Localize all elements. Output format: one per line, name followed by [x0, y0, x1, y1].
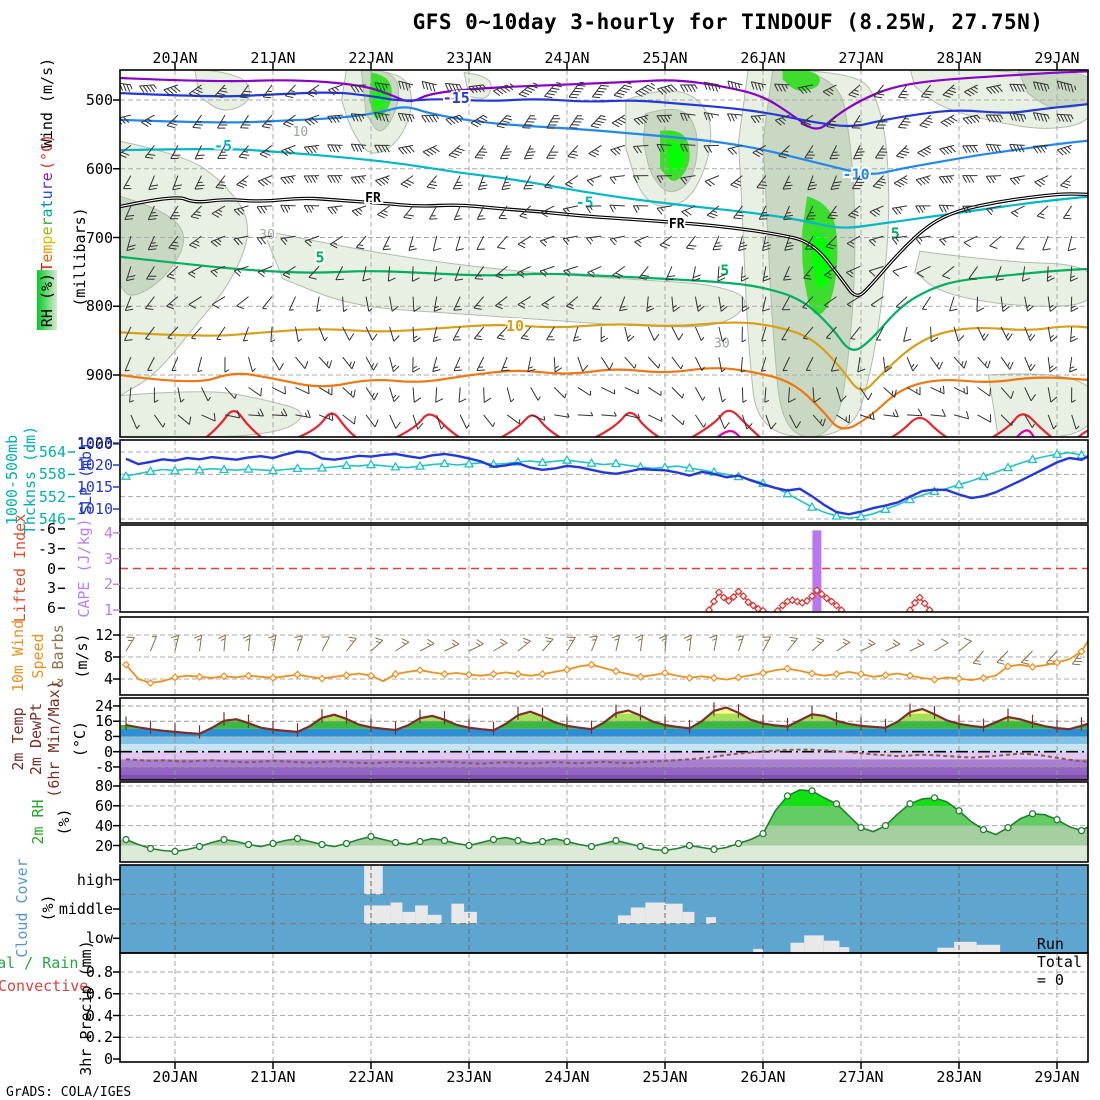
svg-text:-15: -15 [443, 89, 470, 107]
svg-text:-10: -10 [843, 165, 870, 183]
svg-text:5: 5 [316, 248, 325, 266]
svg-text:5: 5 [720, 262, 729, 280]
svg-text:30: 30 [714, 337, 730, 352]
svg-text:FR: FR [365, 191, 381, 206]
svg-text:5: 5 [891, 224, 900, 242]
svg-text:-5: -5 [214, 137, 232, 155]
svg-text:FR: FR [669, 217, 685, 232]
precip-plot [120, 953, 1088, 1062]
svg-text:30: 30 [259, 228, 275, 243]
temp2m-plot [120, 698, 1088, 780]
svg-text:10: 10 [506, 317, 524, 335]
svg-text:-5: -5 [576, 193, 594, 211]
wind10m-plot [120, 617, 1088, 695]
cloud-cover-plot [120, 865, 1088, 953]
li-cape-plot [120, 525, 1088, 612]
slp-thickness-plot [120, 440, 1088, 523]
upper-air-plot: 10 30 30 -15 -10 -5 -5 5 5 5 10 FR FR [120, 70, 1088, 437]
svg-text:10: 10 [293, 125, 309, 140]
rh2m-plot [120, 782, 1088, 862]
